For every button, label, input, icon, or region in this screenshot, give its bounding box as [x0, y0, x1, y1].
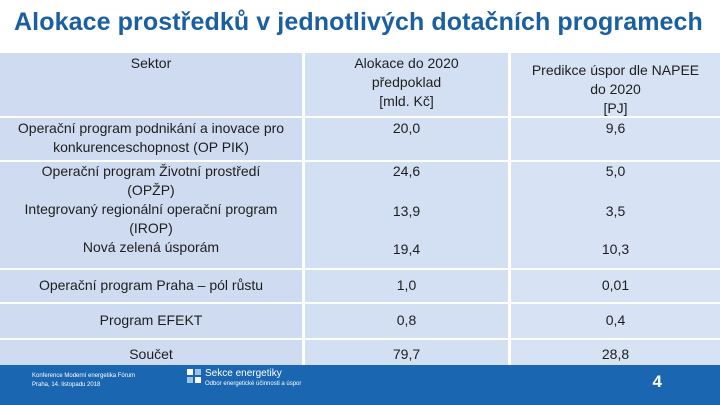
row-divider: [0, 268, 720, 270]
allocation-value: 1,0: [396, 277, 417, 293]
prediction-value: 9,6: [605, 120, 626, 136]
header-allocation-line: [mld. Kč]: [379, 93, 434, 109]
prediction-value: 5,0: [605, 163, 626, 179]
header-allocation-line: předpoklad: [371, 74, 442, 90]
page-number: 4: [652, 372, 662, 391]
footer-conference: Konference Moderní energetika Fórum Prah…: [32, 372, 135, 390]
row-divider: [0, 160, 720, 162]
table-row-sector: Program EFEKT: [99, 312, 203, 328]
sector-name-line: (OPŽP): [127, 182, 175, 198]
footer-department: Sekce energetiky Odbor energetické účinn…: [205, 368, 301, 389]
prediction-value: 10,3: [601, 241, 630, 257]
allocation-value: 13,9: [392, 203, 421, 219]
ministry-logo-icon: [187, 369, 201, 383]
header-prediction-line: do 2020: [590, 81, 641, 97]
sector-name-line: (IROP): [129, 220, 173, 236]
header-prediction: Predikce úspor dle NAPEE do 2020 [PJ]: [511, 61, 720, 118]
row-divider: [0, 338, 720, 340]
header-allocation-line: Alokace do 2020: [354, 55, 459, 71]
slide-title: Alokace prostředků v jednotlivých dotačn…: [14, 8, 703, 36]
column-prediction: [511, 53, 720, 365]
sector-name-line: Operační program Životní prostředí: [41, 163, 261, 179]
header-allocation: Alokace do 2020 předpoklad [mld. Kč]: [305, 54, 508, 111]
footer-conference-line: Konference Moderní energetika Fórum: [32, 373, 136, 379]
footer-conference-line: Praha, 14. listopadu 2018: [32, 382, 101, 388]
column-divider: [302, 53, 305, 365]
allocation-value: 24,6: [392, 163, 421, 179]
footer-department-name: Sekce energetiky: [205, 368, 282, 379]
row-divider: [0, 116, 720, 118]
prediction-total: 28,8: [601, 346, 630, 362]
footer-bar: [0, 365, 720, 405]
header-sector: Sektor: [130, 55, 172, 71]
row-divider: [0, 302, 720, 304]
table-row-total-label: Součet: [129, 346, 173, 362]
column-divider: [508, 53, 511, 365]
table-row-sector: Operační program Praha – pól růstu: [38, 277, 264, 293]
prediction-value: 0,4: [605, 312, 626, 328]
allocation-total: 79,7: [392, 346, 421, 362]
footer-department-sub: Odbor energetické účinnosti a úspor: [205, 381, 302, 387]
allocation-value: 20,0: [392, 120, 421, 136]
column-allocation: [305, 53, 508, 365]
prediction-value: 0,01: [601, 277, 630, 293]
table-row-sector: Nová zelená úsporám: [82, 239, 220, 255]
table-row-sector: Operační program podnikání a inovace pro…: [0, 119, 302, 157]
column-sector: [0, 53, 302, 365]
allocation-value: 19,4: [392, 241, 421, 257]
table-row-sector: Integrovaný regionální operační program …: [0, 200, 302, 238]
sector-name-line: Operační program podnikání a inovace pro: [17, 120, 285, 136]
allocation-value: 0,8: [396, 312, 417, 328]
header-prediction-line: Predikce úspor dle NAPEE: [531, 62, 700, 78]
sector-name-line: Integrovaný regionální operační program: [24, 201, 278, 217]
header-prediction-line: [PJ]: [603, 100, 628, 116]
table-row-sector: Operační program Životní prostředí (OPŽP…: [0, 162, 302, 200]
prediction-value: 3,5: [605, 203, 626, 219]
sector-name-line: konkurenceschopnost (OP PIK): [53, 139, 249, 155]
